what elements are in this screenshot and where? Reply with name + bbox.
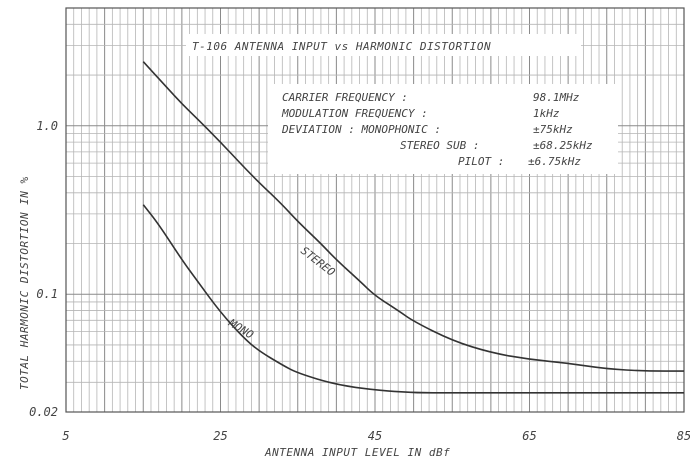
pilot-value: ±6.75kHz — [528, 155, 581, 168]
stereo-curve-label: STEREO — [298, 244, 338, 279]
stereo-sub-value: ±68.25kHz — [533, 139, 593, 152]
plot-frame — [65, 7, 685, 413]
modulation-value: 1kHz — [533, 107, 560, 120]
series-line-mono — [142, 204, 684, 394]
stereo-sub-label: STEREO SUB : — [400, 139, 479, 152]
y-tick-label: 0.02 — [29, 405, 58, 419]
y-axis-label: TOTAL HARMONIC DISTORTION IN % — [18, 176, 31, 390]
chart-title: T-106 ANTENNA INPUT vs HARMONIC DISTORTI… — [192, 40, 491, 53]
x-tick-label: 85 — [677, 429, 690, 443]
x-tick-label: 45 — [368, 429, 382, 443]
carrier-label: CARRIER FREQUENCY : — [282, 91, 408, 104]
title-panel — [186, 34, 581, 56]
carrier-value: 98.1MHz — [533, 91, 580, 104]
x-axis-label: ANTENNA INPUT LEVEL IN dBf — [264, 446, 450, 459]
modulation-label: MODULATION FREQUENCY : — [281, 107, 428, 120]
pilot-label: PILOT : — [458, 155, 504, 168]
curves-layer — [142, 61, 684, 394]
y-tick-label: 0.1 — [36, 287, 58, 301]
x-tick-label: 25 — [213, 429, 227, 443]
deviation-value: ±75kHz — [533, 123, 573, 136]
deviation-label: DEVIATION : MONOPHONIC : — [281, 123, 441, 136]
plot-grid — [65, 7, 685, 413]
x-tick-label: 5 — [62, 429, 69, 443]
series-line-stereo — [142, 61, 684, 372]
tick-labels: 5 25 45 65 85 0.02 0.1 1.0 — [29, 119, 690, 443]
annotation-panel — [268, 84, 618, 174]
y-tick-label: 1.0 — [36, 119, 58, 133]
x-tick-label: 65 — [522, 429, 536, 443]
